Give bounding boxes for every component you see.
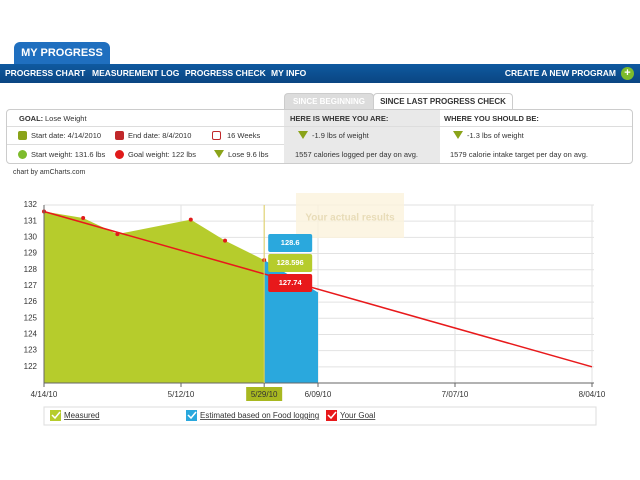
value-label-bg xyxy=(268,234,313,252)
legend-check xyxy=(187,411,197,420)
start-icon xyxy=(18,150,27,159)
goal: Lose Weight xyxy=(45,114,87,123)
legend-label[interactable]: Measured xyxy=(64,411,100,420)
down-arrow xyxy=(453,131,463,139)
current-calories: 1557 calories logged per day on avg. xyxy=(295,150,419,159)
duration: 16 Weeks xyxy=(227,131,261,140)
target-title: WHERE YOU SHOULD BE: xyxy=(444,114,539,123)
divider xyxy=(7,144,284,145)
y-tick-label: 125 xyxy=(24,313,38,322)
current-column xyxy=(284,110,440,163)
tab[interactable]: MY PROGRESS xyxy=(14,42,110,64)
value-label: 128.6 xyxy=(281,238,300,247)
legend-box xyxy=(43,406,597,426)
y-tick-label: 126 xyxy=(24,297,38,306)
current-weight: -1.9 lbs of weight xyxy=(312,131,369,140)
x-tick-label: 6/09/10 xyxy=(305,390,332,399)
marker xyxy=(81,215,86,220)
nav-item[interactable]: MY INFO xyxy=(271,68,307,78)
marker xyxy=(188,217,193,222)
cursor-label-bg xyxy=(246,387,283,401)
annotation-box xyxy=(296,193,404,238)
legend-swatch xyxy=(326,410,337,421)
y-tick-label: 131 xyxy=(24,216,38,225)
nav-item[interactable]: PROGRESS CHART xyxy=(5,68,86,78)
calendar-icon xyxy=(18,131,27,140)
target-weight: -1.3 lbs of weight xyxy=(467,131,524,140)
y-tick-label: 124 xyxy=(24,330,38,339)
goal-weight: Goal weight: 122 lbs xyxy=(128,150,196,159)
value-label-bg xyxy=(268,254,313,272)
marker xyxy=(223,238,228,243)
current-title: HERE IS WHERE YOU ARE: xyxy=(290,114,389,123)
nav-action[interactable]: CREATE A NEW PROGRAM xyxy=(504,68,616,78)
start-date: Start date: 4/14/2010 xyxy=(31,131,102,140)
legend-label[interactable]: Your Goal xyxy=(340,411,376,420)
nav-bar: PROGRESS CHART MEASUREMENT LOG PROGRESS … xyxy=(0,64,640,83)
legend-swatch xyxy=(186,410,197,421)
start-weight: Start weight: 131.6 lbs xyxy=(31,150,106,159)
y-tick-label: 129 xyxy=(24,249,38,258)
goal-label: GOAL: xyxy=(19,114,44,123)
x-tick-label: 7/07/10 xyxy=(442,390,469,399)
calendar-icon xyxy=(115,131,124,140)
legend-check xyxy=(51,411,61,420)
x-tick-label: 5/29/10 xyxy=(251,390,278,399)
view-tab[interactable]: SINCE LAST PROGRESS CHECK xyxy=(373,93,513,110)
area xyxy=(44,211,265,383)
down-arrow xyxy=(298,131,308,139)
y-tick-label: 127 xyxy=(24,281,38,290)
target-calories: 1579 calorie intake target per day on av… xyxy=(450,150,589,159)
marker xyxy=(115,232,120,237)
y-tick-label: 128 xyxy=(24,265,38,274)
y-tick-label: 130 xyxy=(24,232,38,241)
divider xyxy=(7,126,632,127)
goal-icon xyxy=(115,150,124,159)
legend-swatch xyxy=(50,410,61,421)
legend-check xyxy=(327,411,337,420)
credit[interactable]: chart by amCharts.com xyxy=(13,169,86,176)
x-tick-label: 8/04/10 xyxy=(579,390,606,399)
end-date: End date: 8/4/2010 xyxy=(128,131,192,140)
legend-label[interactable]: Estimated based on Food logging xyxy=(200,411,319,420)
value-label: 127.74 xyxy=(279,278,303,287)
x-tick-label: 4/14/10 xyxy=(31,390,58,399)
nav-item[interactable]: PROGRESS CHECK xyxy=(185,68,266,78)
annotation: Your actual results xyxy=(305,213,395,224)
nav-item[interactable]: MEASUREMENT LOG xyxy=(92,68,180,78)
calendar-icon xyxy=(212,131,221,140)
plus-icon[interactable]: + xyxy=(621,67,634,80)
lose: Lose 9.6 lbs xyxy=(228,150,269,159)
y-tick-label: 122 xyxy=(24,362,38,371)
value-label: 128.596 xyxy=(277,258,304,267)
y-tick-label: 132 xyxy=(24,200,38,209)
down-arrow xyxy=(214,150,224,158)
x-tick-label: 5/12/10 xyxy=(168,390,195,399)
y-tick-label: 123 xyxy=(24,346,38,355)
value-label-bg xyxy=(268,274,313,292)
summary-box: GOAL: Lose Weight Start date: 4/14/2010 … xyxy=(6,109,633,164)
view-tab[interactable]: SINCE BEGINNING xyxy=(284,93,374,110)
